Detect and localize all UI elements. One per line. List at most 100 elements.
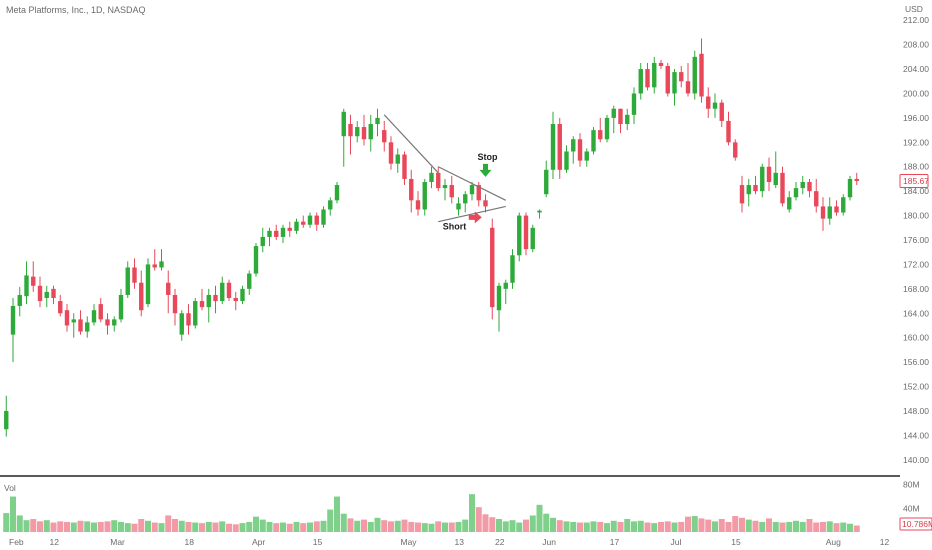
candle-body xyxy=(112,319,117,326)
volume-bar xyxy=(658,521,664,532)
candle xyxy=(517,212,522,262)
candle-body xyxy=(31,276,36,286)
candle-body xyxy=(652,62,657,88)
volume-bar xyxy=(624,519,631,532)
candle xyxy=(253,243,259,277)
candle-body xyxy=(368,124,373,140)
candle-body xyxy=(436,172,441,189)
volume-bar xyxy=(64,521,70,532)
candle-body xyxy=(841,197,846,213)
volume-bar xyxy=(712,521,718,532)
candle xyxy=(314,212,319,231)
candle xyxy=(820,197,826,231)
candle xyxy=(618,108,623,134)
candle-body xyxy=(253,246,259,274)
volume-bar xyxy=(759,521,766,532)
candle-body xyxy=(361,127,367,140)
candle-body xyxy=(314,215,319,225)
volume-bar xyxy=(361,519,367,532)
candle-body xyxy=(638,69,643,94)
candle-body xyxy=(355,127,360,137)
trade-annotations: Stop Short xyxy=(443,152,498,232)
candle xyxy=(118,288,124,323)
x-tick-label: Apr xyxy=(252,537,265,547)
volume-bar xyxy=(739,517,745,532)
candle-body xyxy=(105,319,110,326)
volume-bar xyxy=(388,521,394,532)
y-tick-label: 160.00 xyxy=(903,333,929,343)
candle xyxy=(193,298,198,329)
candle-body xyxy=(476,185,481,201)
candle xyxy=(760,163,765,198)
candle-body xyxy=(604,117,610,140)
candle-body xyxy=(780,172,785,204)
candle-body xyxy=(152,264,157,268)
volume-bar xyxy=(833,523,840,532)
trendline xyxy=(438,205,506,223)
trendline xyxy=(437,166,507,201)
volume-bar xyxy=(280,522,286,532)
y-tick-label: 184.00 xyxy=(903,186,929,196)
candle xyxy=(793,182,799,201)
volume-bar xyxy=(664,521,671,532)
candle xyxy=(733,139,738,161)
volume-bar xyxy=(853,525,860,532)
volume-bar xyxy=(226,523,232,532)
candle xyxy=(564,145,569,173)
candle xyxy=(537,209,542,219)
candle xyxy=(355,120,360,143)
candle xyxy=(679,66,684,88)
candle xyxy=(186,304,191,335)
volume-bar xyxy=(482,514,489,532)
candle xyxy=(685,62,691,97)
y-tick-label: 144.00 xyxy=(903,430,929,440)
volume-bar xyxy=(772,521,779,532)
candle xyxy=(132,258,137,289)
candle-body xyxy=(186,313,191,326)
volume-bar xyxy=(23,520,30,532)
last-volume-badge: 10.786M xyxy=(899,517,932,531)
candle-body xyxy=(193,301,198,326)
volume-bar xyxy=(550,517,556,532)
candle xyxy=(301,215,306,228)
candle xyxy=(409,169,414,213)
candle-body xyxy=(766,166,772,182)
candle xyxy=(112,316,117,332)
time-axis: Feb12Mar18Apr15May1322Jun17Jul15Aug1221 xyxy=(9,537,889,547)
candle xyxy=(739,175,745,213)
candle xyxy=(361,114,367,146)
candle xyxy=(571,136,576,164)
candle-body xyxy=(760,166,765,192)
candle xyxy=(814,178,819,213)
chart-title: Meta Platforms, Inc., 1D, NASDAQ xyxy=(6,5,146,15)
candle xyxy=(672,69,677,106)
arrow-down-icon xyxy=(479,163,492,177)
candle-body xyxy=(523,215,529,250)
candle xyxy=(584,148,589,167)
y-tick-label: 192.00 xyxy=(903,137,929,147)
candle xyxy=(105,313,110,335)
candle-body xyxy=(321,209,326,225)
volume-bar xyxy=(806,519,813,532)
candle xyxy=(274,224,279,240)
volume-bar xyxy=(10,496,16,532)
volume-bar xyxy=(3,513,10,532)
candle-body xyxy=(442,185,448,189)
candle-body xyxy=(665,66,670,94)
candle xyxy=(382,120,387,152)
candle-body xyxy=(706,96,711,109)
volume-bar xyxy=(50,522,57,532)
candle-body xyxy=(645,69,650,88)
y-tick-label: 172.00 xyxy=(903,259,929,269)
volume-bar xyxy=(165,515,172,532)
last-volume-label: 10.786M xyxy=(902,519,932,529)
x-tick-label: Aug xyxy=(826,537,841,547)
candle-body xyxy=(17,294,22,306)
volume-bar xyxy=(327,509,334,532)
candle-body xyxy=(827,206,832,219)
candle-body xyxy=(388,142,394,164)
volume-bar xyxy=(185,521,192,532)
volume-bar xyxy=(617,521,624,532)
candle-body xyxy=(44,291,49,298)
candle-body xyxy=(571,139,576,152)
